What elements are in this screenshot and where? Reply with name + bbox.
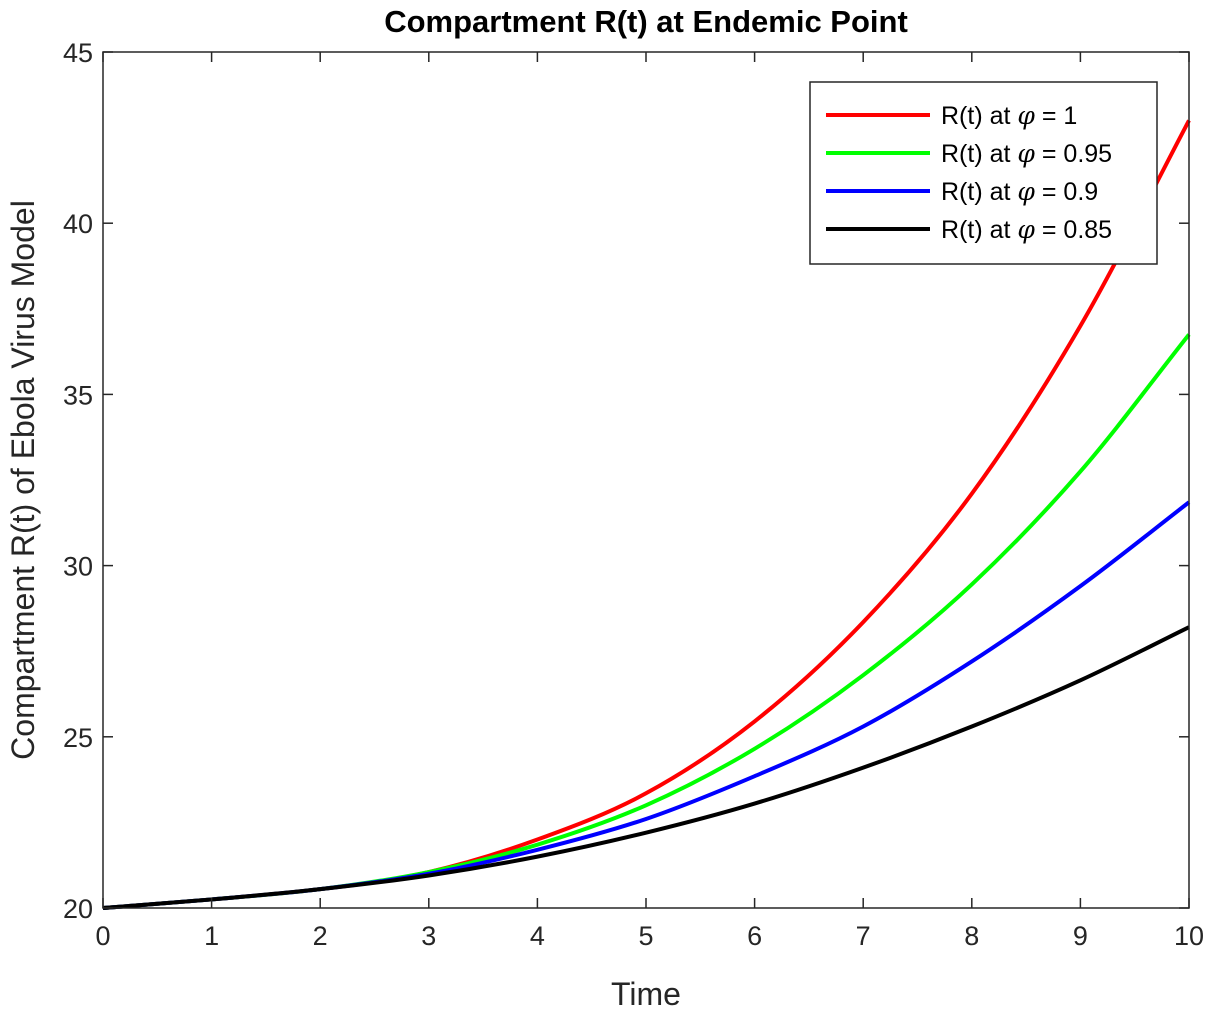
x-tick-label: 10 <box>1174 921 1204 951</box>
x-tick-label: 1 <box>204 921 219 951</box>
y-tick-label: 30 <box>63 552 93 582</box>
series-line-3 <box>102 625 1190 910</box>
phi-symbol: φ <box>1017 101 1035 130</box>
series-layer <box>102 119 1191 910</box>
x-axis-label: Time <box>611 976 681 1012</box>
x-tick-label: 9 <box>1073 921 1088 951</box>
y-tick-label: 40 <box>63 209 93 239</box>
x-tick-label: 5 <box>638 921 653 951</box>
x-tick-label: 7 <box>856 921 871 951</box>
phi-symbol: φ <box>1017 139 1035 168</box>
x-tick-label: 3 <box>421 921 436 951</box>
y-tick-label: 25 <box>63 723 93 753</box>
legend-label-3: R(t) at φ = 0.85 <box>941 215 1112 244</box>
legend-box <box>809 81 1158 265</box>
y-axis: 20 25 30 35 40 45 <box>63 38 1189 924</box>
y-axis-label: Compartment R(t) of Ebola Virus Model <box>5 200 41 760</box>
phi-symbol: φ <box>1017 215 1035 244</box>
legend-label-1: R(t) at φ = 0.95 <box>941 139 1112 168</box>
x-tick-label: 2 <box>313 921 328 951</box>
legend-label-0: R(t) at φ = 1 <box>941 101 1077 130</box>
phi-symbol: φ <box>1017 177 1035 206</box>
x-tick-label: 0 <box>95 921 110 951</box>
y-tick-label: 20 <box>63 894 93 924</box>
x-tick-label: 6 <box>747 921 762 951</box>
legend-label-2: R(t) at φ = 0.9 <box>941 177 1098 206</box>
x-tick-label: 8 <box>964 921 979 951</box>
chart-title: Compartment R(t) at Endemic Point <box>384 4 908 39</box>
x-tick-label: 4 <box>530 921 545 951</box>
x-axis: 0 1 2 3 4 5 6 7 8 9 10 <box>95 52 1204 951</box>
legend: R(t) at φ = 1 R(t) at φ = 0.95 R(t) at φ =… <box>809 81 1158 265</box>
y-tick-label: 45 <box>63 38 93 68</box>
y-tick-label: 35 <box>63 380 93 410</box>
